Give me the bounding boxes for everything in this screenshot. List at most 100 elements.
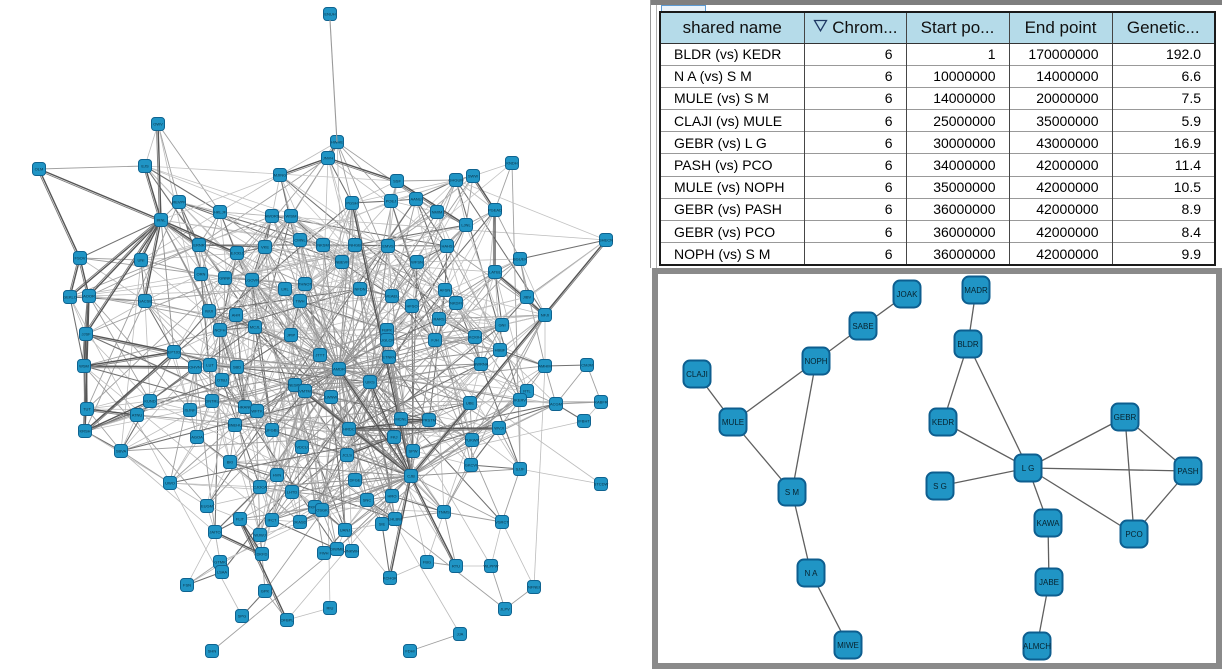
svg-text:N A: N A <box>805 569 819 578</box>
svg-text:NHGB: NHGB <box>349 243 361 248</box>
svg-text:LUT: LUT <box>206 363 214 368</box>
svg-text:HRDC: HRDC <box>343 427 355 432</box>
svg-text:PGSH: PGSH <box>346 201 357 206</box>
svg-text:PCO: PCO <box>1125 530 1142 539</box>
svg-text:SJJF: SJJF <box>515 467 525 472</box>
svg-text:FWH: FWH <box>319 551 328 556</box>
svg-text:EMVS: EMVS <box>382 244 394 249</box>
svg-text:JNVH: JNVH <box>323 156 334 161</box>
svg-text:KAWA: KAWA <box>1037 519 1061 528</box>
svg-text:CMNL: CMNL <box>294 238 306 243</box>
svg-text:AWORS: AWORS <box>265 214 280 219</box>
svg-text:OHVN: OHVN <box>189 365 201 370</box>
svg-text:KCKIH: KCKIH <box>469 335 481 340</box>
svg-text:EJODJ: EJODJ <box>231 251 244 256</box>
svg-text:JCLS: JCLS <box>342 453 352 458</box>
svg-text:FSOV: FSOV <box>75 256 86 261</box>
svg-text:POEJ: POEJ <box>386 199 396 204</box>
svg-text:EJS: EJS <box>141 164 149 169</box>
svg-text:EPTJD: EPTJD <box>168 350 181 355</box>
svg-text:ETNKV: ETNKV <box>382 355 396 360</box>
svg-text:VMTM: VMTM <box>299 389 311 394</box>
svg-text:JKASD: JKASD <box>294 520 307 525</box>
svg-text:UFGBL: UFGBL <box>265 428 279 433</box>
svg-text:TUKWP: TUKWP <box>465 438 480 443</box>
svg-text:JLPV: JLPV <box>500 607 510 612</box>
svg-text:UANJ: UANJ <box>340 528 350 533</box>
svg-text:TWH: TWH <box>295 299 304 304</box>
svg-text:SNC: SNC <box>363 498 372 503</box>
svg-text:GTMK: GTMK <box>214 560 226 565</box>
svg-text:KUND: KUND <box>144 399 155 404</box>
svg-text:UGLCF: UGLCF <box>380 338 394 343</box>
svg-text:GNNK: GNNK <box>219 276 231 281</box>
svg-text:PRSTM: PRSTM <box>422 418 436 423</box>
svg-text:AFSN: AFSN <box>440 288 451 293</box>
svg-text:OTBJ: OTBJ <box>217 378 227 383</box>
svg-text:LSAA: LSAA <box>217 570 228 575</box>
svg-text:NFDN: NFDN <box>354 287 365 292</box>
svg-text:PASH: PASH <box>1177 467 1198 476</box>
svg-text:OSGK: OSGK <box>316 508 328 513</box>
svg-text:ORN: ORN <box>197 272 206 277</box>
svg-text:FLIT: FLIT <box>236 517 245 522</box>
svg-text:NESPT: NESPT <box>288 383 302 388</box>
svg-text:AANU: AANU <box>410 197 421 202</box>
svg-text:KEDR: KEDR <box>932 418 954 427</box>
svg-text:FBPK: FBPK <box>382 328 393 333</box>
svg-text:LHTD: LHTD <box>287 490 298 495</box>
svg-text:STCDW: STCDW <box>594 482 609 487</box>
svg-text:HBBF: HBBF <box>495 348 506 353</box>
svg-text:REVPF: REVPF <box>172 200 186 205</box>
svg-text:FBG: FBG <box>423 560 431 565</box>
svg-text:SPW: SPW <box>408 449 417 454</box>
svg-text:OLM: OLM <box>35 167 44 172</box>
svg-text:SHECN: SHECN <box>599 238 613 243</box>
svg-text:HRANU: HRANU <box>238 405 252 410</box>
svg-text:NFJI: NFJI <box>541 313 549 318</box>
svg-text:LJNL: LJNL <box>461 223 471 228</box>
svg-text:WFTK: WFTK <box>251 409 263 414</box>
svg-text:ERNR: ERNR <box>193 243 204 248</box>
svg-text:VEAEL: VEAEL <box>386 294 400 299</box>
svg-text:BWRNA: BWRNA <box>474 362 489 367</box>
svg-text:GACSE: GACSE <box>138 299 152 304</box>
svg-text:RTU: RTU <box>452 564 460 569</box>
svg-text:SBD: SBD <box>233 365 241 370</box>
svg-text:FKJ: FKJ <box>390 435 397 440</box>
svg-text:ISJNF: ISJNF <box>184 408 196 413</box>
svg-text:FJH: FJH <box>431 338 438 343</box>
svg-text:VSRCT: VSRCT <box>495 520 509 525</box>
svg-text:KRSH: KRSH <box>79 429 90 434</box>
svg-text:SSF: SSF <box>393 179 401 184</box>
svg-text:GKCVI: GKCVI <box>465 463 477 468</box>
svg-text:GEBR: GEBR <box>1114 413 1137 422</box>
svg-text:TUT: TUT <box>83 407 91 412</box>
svg-text:ACGM: ACGM <box>550 402 562 407</box>
svg-text:NOPH: NOPH <box>804 357 827 366</box>
svg-text:AGOA: AGOA <box>191 435 203 440</box>
svg-text:WFSN: WFSN <box>411 260 423 265</box>
svg-text:BLDR: BLDR <box>957 340 979 349</box>
svg-text:VKE: VKE <box>261 245 269 250</box>
svg-text:DNTRL: DNTRL <box>205 399 219 404</box>
svg-text:NFNEI: NFNEI <box>528 585 540 590</box>
svg-text:ENUH: ENUH <box>324 12 335 17</box>
svg-text:BKI: BKI <box>227 460 233 465</box>
svg-text:WISM: WISM <box>286 214 297 219</box>
svg-text:DFGE: DFGE <box>349 478 360 483</box>
svg-text:SIE: SIE <box>379 522 386 527</box>
svg-text:LRL: LRL <box>281 287 289 292</box>
svg-text:KNDH: KNDH <box>506 161 517 166</box>
svg-text:OWV: OWV <box>153 122 163 127</box>
svg-text:RARS: RARS <box>433 317 444 322</box>
svg-text:UNI: UNI <box>138 258 145 263</box>
svg-text:CMJM: CMJM <box>581 363 593 368</box>
svg-text:UBE: UBE <box>466 401 475 406</box>
svg-text:SWW: SWW <box>468 174 478 179</box>
svg-text:HFSO: HFSO <box>406 304 417 309</box>
svg-text:RTL: RTL <box>523 389 531 394</box>
svg-text:IWJI: IWJI <box>205 309 213 314</box>
svg-text:SPG: SPG <box>238 614 246 619</box>
svg-text:IFCT: IFCT <box>268 518 277 523</box>
